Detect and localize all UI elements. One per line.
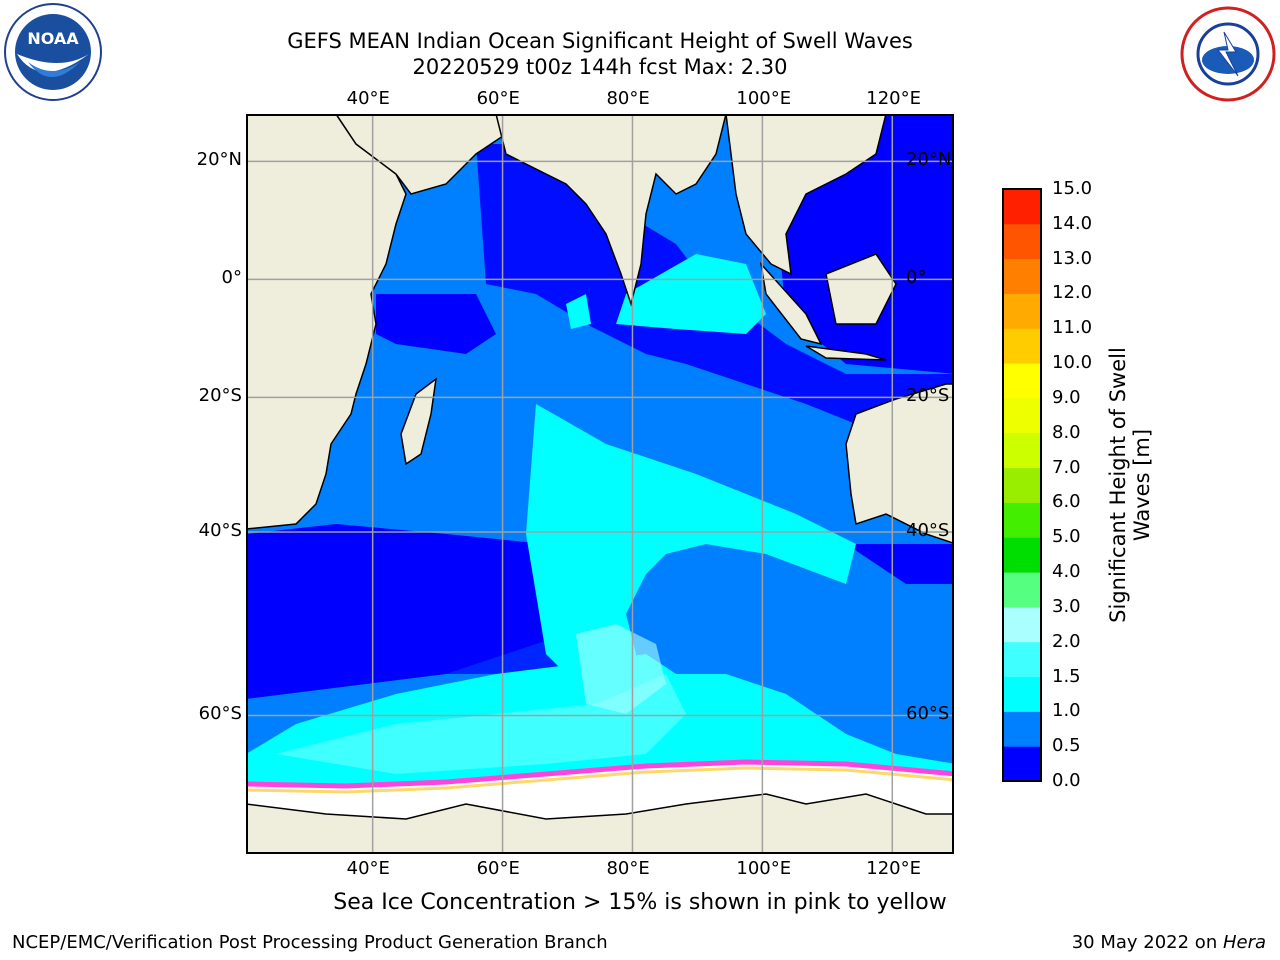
colorbar-tick-label: 10.0 — [1052, 352, 1093, 374]
australia-land — [845, 383, 953, 544]
colorbar-tick-label: 4.0 — [1052, 561, 1081, 583]
colorbar-segment — [1003, 432, 1041, 469]
java-land — [805, 345, 887, 361]
colorbar-segment — [1003, 641, 1041, 678]
colorbar-segment — [1003, 537, 1041, 573]
bottom-longitude-tick: 100°E — [736, 858, 792, 879]
map-title: GEFS MEAN Indian Ocean Significant Heigh… — [287, 29, 913, 53]
map-plot — [246, 114, 954, 854]
top-longitude-tick: 80°E — [606, 88, 650, 109]
top-longitude-tick: 120°E — [866, 88, 922, 109]
colorbar-tick-label: 7.0 — [1052, 456, 1081, 478]
colorbar-tick-label: 0.0 — [1052, 770, 1081, 791]
nws-logo — [1180, 6, 1276, 102]
bottom-longitude-tick: 120°E — [866, 858, 922, 879]
colorbar-segment — [1003, 711, 1041, 747]
colorbar-title: Significant Height of Swell Waves [m] — [1106, 347, 1154, 623]
colorbar-tick-label: 15.0 — [1052, 178, 1093, 199]
colorbar-tick-label: 0.5 — [1052, 735, 1081, 757]
map-gridlines — [246, 114, 954, 854]
bottom-longitude-tick: 80°E — [606, 858, 650, 879]
colorbar-segment — [1003, 502, 1041, 538]
left-latitude-tick: 60°S — [198, 703, 242, 725]
colorbar-tick-label: 1.0 — [1052, 700, 1081, 722]
noaa-logo: NOAA — [4, 3, 102, 101]
colorbar-segment — [1003, 397, 1041, 434]
colorbar-segment — [1003, 223, 1041, 260]
top-longitude-tick: 40°E — [346, 88, 390, 109]
top-longitude-tick: 100°E — [736, 88, 792, 109]
madagascar-land — [400, 377, 437, 466]
sea-ice-edge — [247, 759, 953, 789]
right-latitude-tick: 0° — [906, 267, 927, 289]
colorbar-tick-label: 5.0 — [1052, 526, 1081, 548]
left-latitude-tick: 0° — [221, 267, 242, 289]
colorbar-segment — [1003, 293, 1041, 329]
southwest-low-swell-zone — [247, 524, 606, 699]
right-latitude-tick: 40°S — [906, 519, 950, 541]
colorbar-tick-label: 12.0 — [1052, 282, 1093, 304]
top-longitude-tick: 60°E — [476, 88, 520, 109]
colorbar-tick-label: 6.0 — [1052, 491, 1081, 513]
colorbar-frame — [1002, 188, 1042, 782]
arabian-sea-low-swell — [376, 294, 496, 354]
colorbar-segment — [1003, 467, 1041, 503]
bottom-longitude-tick: 40°E — [346, 858, 390, 879]
colorbar-tick-label: 14.0 — [1052, 212, 1093, 234]
colorbar-segment — [1003, 746, 1041, 782]
sea-ice-caption: Sea Ice Concentration > 15% is shown in … — [333, 890, 947, 915]
svg-text:NOAA: NOAA — [27, 29, 79, 48]
footer-credit: NCEP/EMC/Verification Post Processing Pr… — [12, 932, 608, 953]
colorbar-tick-label: 8.0 — [1052, 421, 1081, 443]
colorbar-tick-label: 2.0 — [1052, 630, 1081, 652]
colorbar-segment — [1003, 328, 1041, 364]
central-swell-band — [526, 404, 856, 694]
colorbar-segment — [1003, 363, 1041, 399]
colorbar-segment — [1003, 572, 1041, 608]
bottom-longitude-tick: 60°E — [476, 858, 520, 879]
left-latitude-tick: 20°S — [198, 385, 242, 407]
borneo-land — [825, 253, 897, 325]
right-latitude-tick: 20°N — [906, 149, 952, 171]
right-latitude-tick: 20°S — [906, 385, 950, 407]
colorbar — [1002, 188, 1042, 782]
equatorial-swell-patch — [616, 254, 766, 334]
left-latitude-tick: 20°N — [196, 149, 242, 171]
colorbar-segment — [1003, 258, 1041, 294]
colorbar-tick-label: 1.5 — [1052, 665, 1081, 687]
colorbar-tick-label: 11.0 — [1052, 317, 1093, 339]
colorbar-segment — [1003, 606, 1041, 643]
sumatra-land — [759, 261, 823, 346]
colorbar-segment — [1003, 676, 1041, 712]
colorbar-segment — [1003, 189, 1041, 225]
colorbar-tick-label: 13.0 — [1052, 247, 1093, 269]
colorbar-tick-label: 3.0 — [1052, 595, 1081, 617]
map-frame — [246, 114, 954, 854]
colorbar-tick-label: 9.0 — [1052, 386, 1081, 408]
right-latitude-tick: 60°S — [906, 703, 950, 725]
footer-date: 30 May 2022 on Hera — [1071, 932, 1266, 953]
southeast-asia-land — [725, 115, 887, 276]
india-land — [495, 115, 727, 307]
antarctica-land — [247, 793, 953, 853]
southeast-low-swell-zone — [846, 544, 953, 584]
map-subtitle: 20220529 t00z 144h fcst Max: 2.30 — [412, 55, 788, 79]
left-latitude-tick: 40°S — [198, 519, 242, 541]
